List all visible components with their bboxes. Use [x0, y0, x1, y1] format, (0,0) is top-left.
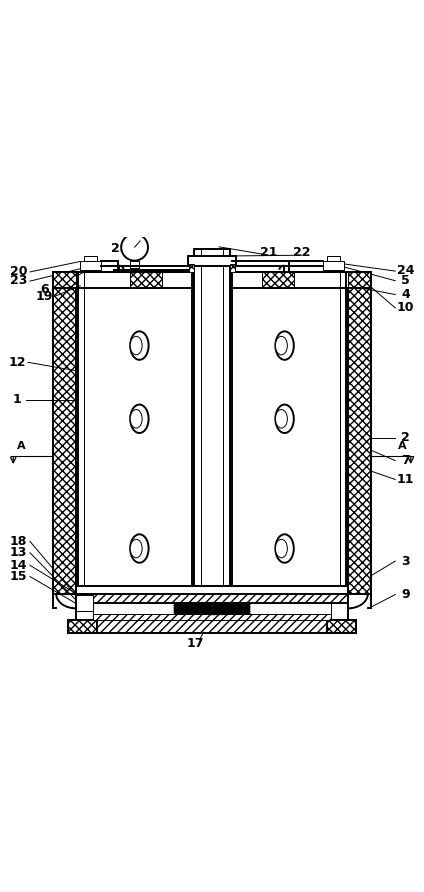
Text: 17: 17 [187, 637, 204, 650]
Bar [68, 620, 97, 633]
Bar [53, 272, 76, 288]
Bar [348, 272, 371, 288]
Ellipse shape [276, 540, 287, 558]
Bar [68, 620, 356, 633]
Bar [53, 272, 371, 288]
Text: 11: 11 [396, 473, 414, 486]
Text: 1: 1 [13, 393, 22, 407]
Bar [189, 263, 195, 272]
Bar [76, 594, 348, 603]
Text: 14: 14 [10, 558, 28, 572]
Text: 19: 19 [36, 290, 53, 302]
Bar [327, 256, 340, 261]
Text: A: A [398, 442, 407, 451]
Text: 20: 20 [10, 265, 28, 277]
Text: 15: 15 [10, 570, 28, 583]
Bar [232, 272, 346, 586]
Ellipse shape [130, 540, 142, 558]
Circle shape [121, 234, 148, 260]
Bar [188, 256, 236, 267]
Text: 2: 2 [401, 431, 410, 444]
Ellipse shape [276, 534, 294, 563]
Bar [323, 261, 344, 270]
Text: 5: 5 [401, 274, 410, 287]
Text: 18: 18 [10, 535, 28, 548]
Text: 25: 25 [111, 242, 129, 254]
Text: 24: 24 [396, 264, 414, 277]
Text: A: A [17, 442, 26, 451]
Ellipse shape [130, 534, 148, 563]
Ellipse shape [130, 409, 142, 428]
Bar [131, 260, 139, 268]
Bar [262, 272, 293, 288]
Text: 23: 23 [10, 274, 28, 287]
Bar [93, 615, 331, 620]
Text: 9: 9 [401, 588, 410, 601]
Bar [131, 272, 162, 288]
Bar [76, 595, 93, 611]
Text: 7: 7 [401, 454, 410, 467]
Ellipse shape [276, 336, 287, 355]
Ellipse shape [276, 405, 294, 433]
Ellipse shape [276, 409, 287, 428]
Text: 21: 21 [260, 246, 277, 260]
Text: 4: 4 [401, 288, 410, 301]
Text: 12: 12 [8, 356, 26, 368]
Bar [195, 249, 229, 586]
Bar [229, 263, 235, 272]
Text: 6: 6 [40, 284, 49, 296]
Ellipse shape [130, 331, 148, 359]
Bar [76, 595, 85, 611]
Ellipse shape [130, 336, 142, 355]
Bar [84, 256, 97, 261]
Ellipse shape [130, 405, 148, 433]
Bar [76, 594, 348, 620]
Bar [327, 620, 356, 633]
Text: 3: 3 [401, 555, 410, 567]
Ellipse shape [276, 331, 294, 359]
Bar [78, 272, 192, 586]
Bar [348, 288, 371, 594]
Text: 10: 10 [396, 301, 414, 314]
Bar [53, 288, 76, 594]
Text: 22: 22 [293, 246, 311, 260]
Text: 13: 13 [10, 546, 28, 559]
Bar [80, 261, 101, 270]
